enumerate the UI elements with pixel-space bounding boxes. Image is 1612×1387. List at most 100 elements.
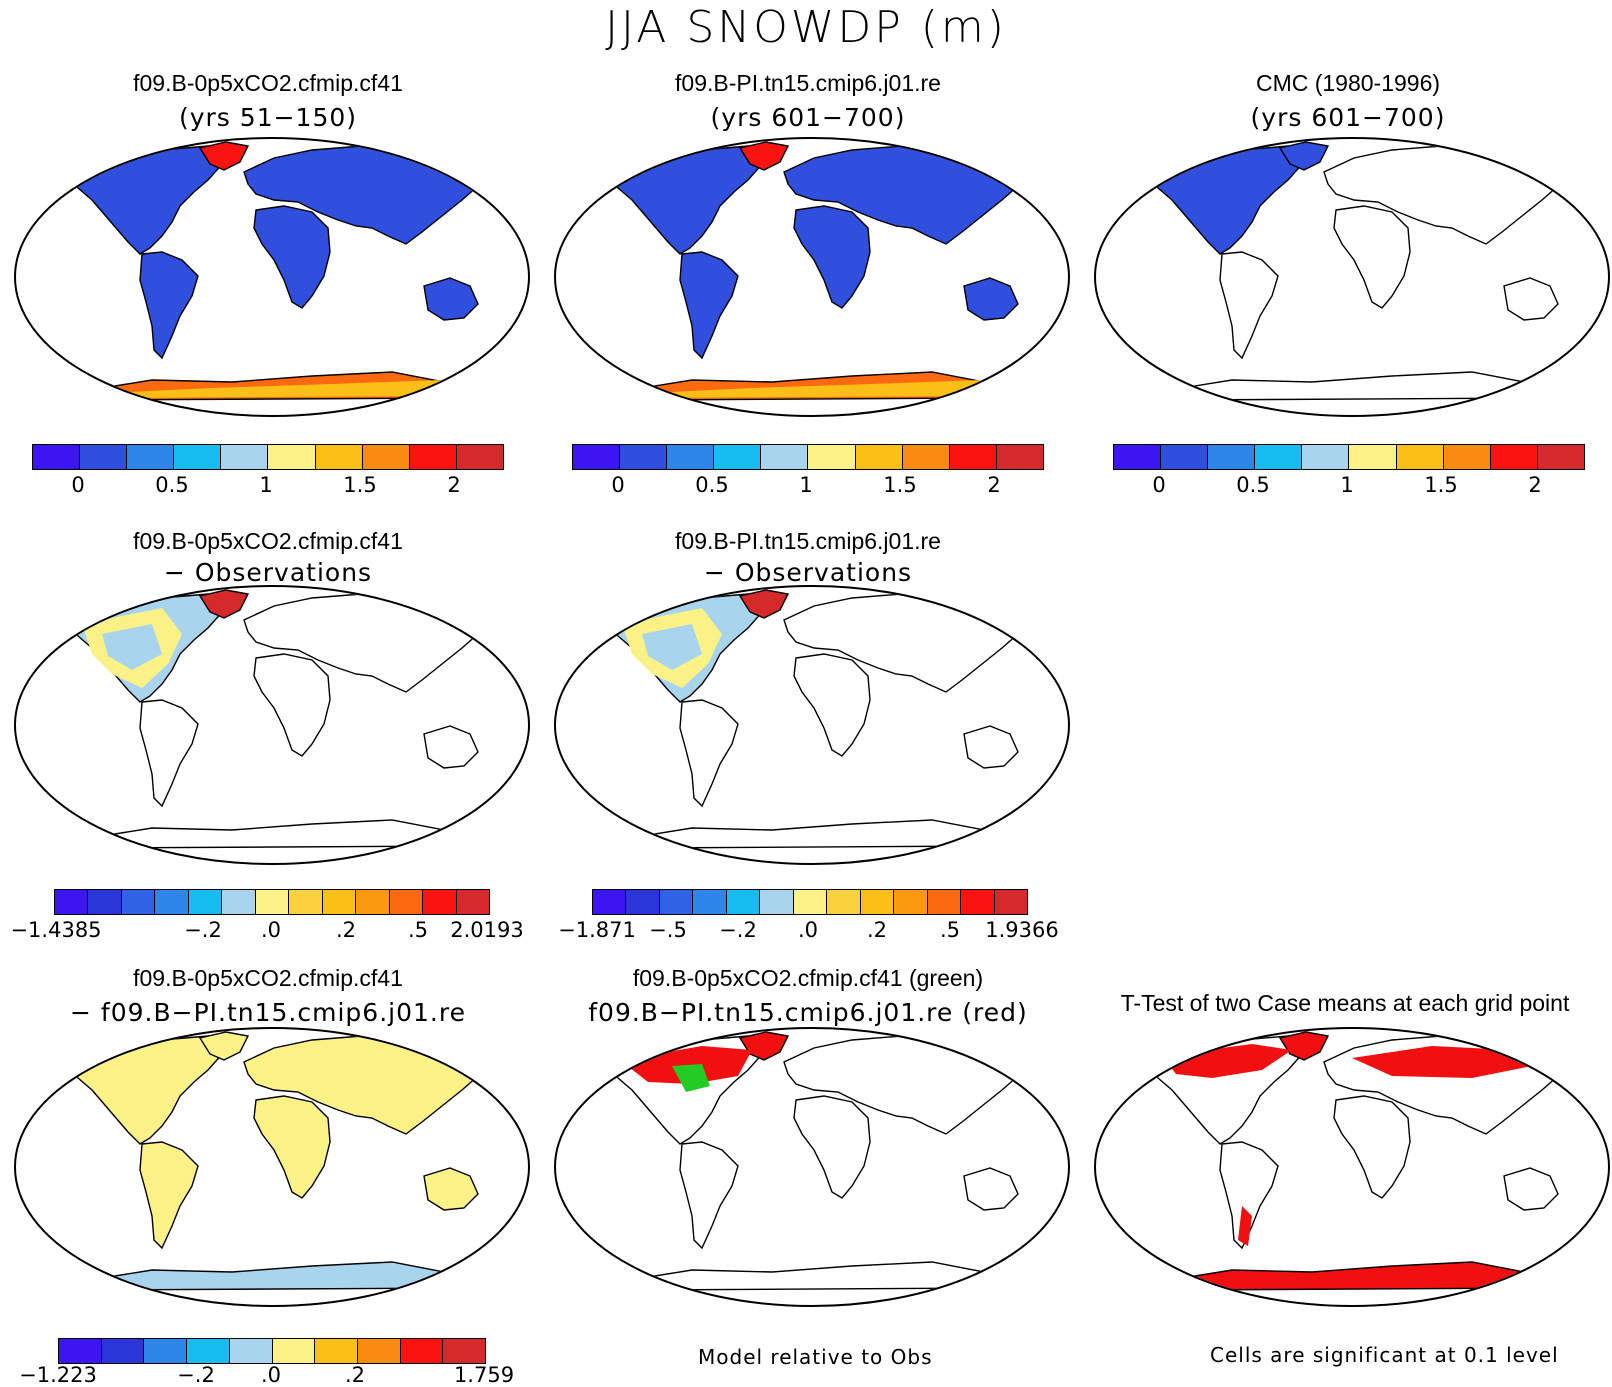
landmass-africa [1333, 1095, 1411, 1199]
colorbar-cell [59, 1339, 102, 1363]
landmass-greenland [738, 589, 790, 619]
landmass-southAmerica [679, 1141, 739, 1250]
significant-region-andes [1238, 1206, 1252, 1246]
colorbar-cell [1443, 445, 1491, 469]
landmass-australia [963, 277, 1019, 321]
landmass-africa [253, 1095, 331, 1199]
landmass-antarctica [628, 819, 994, 849]
colorbar-2-label: 1 [799, 473, 813, 497]
colorbar-cell [409, 445, 457, 469]
colorbar-cell [222, 890, 256, 914]
landmass-greenland [198, 1031, 250, 1061]
colorbar-cell [726, 890, 761, 914]
colorbar-cell [626, 890, 660, 914]
panel-4-subtitle: − Observations [163, 558, 373, 587]
colorbar-4-label: .2 [335, 918, 357, 942]
landmass-greenland [738, 141, 790, 171]
colorbar-5-label: .5 [939, 918, 961, 942]
landmass-greenland [1278, 1031, 1330, 1061]
colorbar-cell [33, 445, 81, 469]
landmass-southAmerica [1219, 251, 1279, 360]
colorbar-6-label: −1.223 [19, 1363, 97, 1387]
colorbar-cell [221, 445, 269, 469]
panel-6-subtitle: − f09.B−PI.tn15.cmip6.j01.re [70, 998, 466, 1027]
colorbar-1-label: 0 [71, 473, 85, 497]
significant-region-eurasia [1352, 1046, 1532, 1078]
landmass-southAmerica [679, 251, 739, 360]
colorbar-5-label: .2 [866, 918, 888, 942]
colorbar-5 [592, 889, 1028, 915]
colorbar-4-label: 2.0193 [450, 918, 524, 942]
colorbar-cell [80, 445, 128, 469]
colorbar-cell [1255, 445, 1303, 469]
landmass-antarctica [628, 1261, 994, 1291]
colorbar-cell [127, 445, 175, 469]
landmass-africa [793, 653, 871, 757]
colorbar-cell [894, 890, 928, 914]
landmass-greenland [1278, 141, 1330, 171]
landmass-southAmerica [1219, 1141, 1279, 1250]
antarctic-snow-region [90, 380, 448, 398]
colorbar-cell [389, 890, 424, 914]
model-relative-note: Model relative to Obs [698, 1345, 933, 1369]
colorbar-cell [827, 890, 861, 914]
colorbar-cell [855, 445, 903, 469]
colorbar-cell [1490, 445, 1538, 469]
colorbar-6-label: −.2 [177, 1363, 215, 1387]
colorbar-cell [55, 890, 89, 914]
panel-2-title: f09.B-PI.tn15.cmip6.j01.re [675, 70, 941, 96]
landmass-antarctica [88, 819, 454, 849]
colorbar-cell [902, 445, 950, 469]
landmass-africa [793, 205, 871, 309]
landmass-southAmerica [139, 699, 199, 808]
colorbar-cell [268, 445, 316, 469]
colorbar-cell [357, 1339, 401, 1363]
colorbar-6-label: 1.759 [453, 1363, 515, 1387]
colorbar-cell [1161, 445, 1209, 469]
colorbar-cell [272, 1339, 316, 1363]
colorbar-cell [315, 445, 363, 469]
landmass-australia [423, 725, 479, 769]
landmass-australia [1503, 1167, 1559, 1211]
colorbar-cell [229, 1339, 273, 1363]
colorbar-2 [572, 444, 1044, 470]
map-panel-7 [554, 1027, 1070, 1307]
panel-7-subtitle: f09.B−PI.tn15.cmip6.j01.re (red) [588, 998, 1028, 1027]
colorbar-cell [1537, 445, 1584, 469]
map-panel-2 [554, 137, 1070, 417]
landmass-africa [793, 1095, 871, 1199]
colorbar-5-label: 1.9366 [985, 918, 1059, 942]
colorbar-cell [693, 890, 727, 914]
landmass-africa [253, 205, 331, 309]
colorbar-cell [620, 445, 668, 469]
colorbar-cell [121, 890, 156, 914]
colorbar-cell [593, 890, 627, 914]
colorbar-4-label: −1.4385 [10, 918, 102, 942]
colorbar-3-label: 0 [1152, 473, 1166, 497]
antarctic-snow-region [630, 380, 988, 398]
colorbar-cell [961, 890, 995, 914]
colorbar-cell [860, 890, 895, 914]
map-panel-8 [1094, 1027, 1610, 1307]
colorbar-cell [659, 890, 694, 914]
landmass-antarctica [1168, 1261, 1534, 1291]
colorbar-cell [443, 1339, 486, 1363]
colorbar-3-label: 1 [1340, 473, 1354, 497]
colorbar-6-label: .2 [344, 1363, 366, 1387]
map-panel-4 [14, 585, 530, 865]
colorbar-cell [1114, 445, 1162, 469]
colorbar-cell [456, 445, 503, 469]
colorbar-cell [144, 1339, 188, 1363]
panel-1-title: f09.B-0p5xCO2.cfmip.cf41 [133, 70, 403, 96]
landmass-southAmerica [679, 699, 739, 808]
colorbar-cell [356, 890, 390, 914]
main-title: JJA SNOWDP (m) [605, 2, 1007, 53]
panel-8-title: T-Test of two Case means at each grid po… [1120, 990, 1570, 1016]
significance-note: Cells are significant at 0.1 level [1210, 1343, 1559, 1367]
colorbar-2-label: 1.5 [883, 473, 917, 497]
colorbar-6 [58, 1338, 486, 1364]
colorbar-cell [1349, 445, 1397, 469]
landmass-australia [963, 1167, 1019, 1211]
landmass-southAmerica [139, 251, 199, 360]
colorbar-2-label: 2 [987, 473, 1001, 497]
